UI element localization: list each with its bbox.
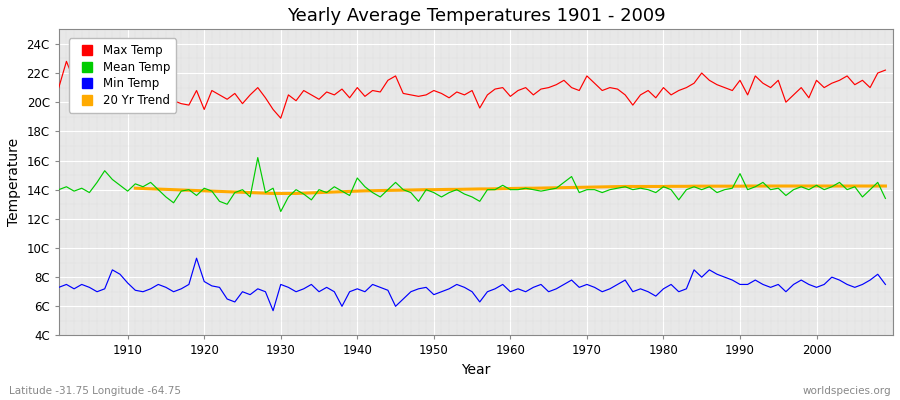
Y-axis label: Temperature: Temperature (7, 138, 21, 226)
Legend: Max Temp, Mean Temp, Min Temp, 20 Yr Trend: Max Temp, Mean Temp, Min Temp, 20 Yr Tre… (69, 38, 176, 113)
X-axis label: Year: Year (461, 363, 491, 377)
Text: worldspecies.org: worldspecies.org (803, 386, 891, 396)
Title: Yearly Average Temperatures 1901 - 2009: Yearly Average Temperatures 1901 - 2009 (286, 7, 665, 25)
Text: Latitude -31.75 Longitude -64.75: Latitude -31.75 Longitude -64.75 (9, 386, 181, 396)
